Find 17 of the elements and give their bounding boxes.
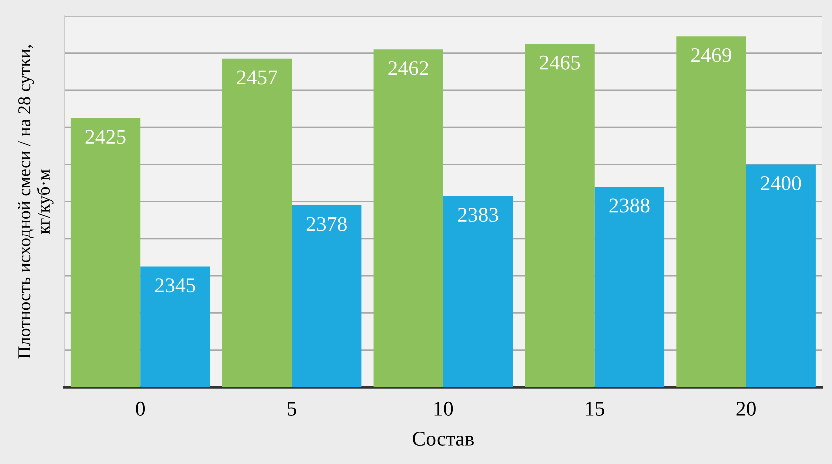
data-label: 2383 xyxy=(458,208,498,222)
x-tick-label: 20 xyxy=(736,402,756,416)
data-label: 2425 xyxy=(86,130,126,144)
x-tick-label: 10 xyxy=(434,402,454,416)
data-label: 2388 xyxy=(610,198,650,213)
x-axis-title: Состав xyxy=(413,432,474,446)
data-label: 2469 xyxy=(692,48,732,62)
data-label: 2457 xyxy=(237,70,278,85)
data-label: 2462 xyxy=(388,61,428,76)
x-tick-label: 0 xyxy=(136,402,146,416)
data-label: 2465 xyxy=(540,56,580,70)
x-tick-label: 5 xyxy=(288,402,296,416)
data-label: 2378 xyxy=(306,217,347,232)
y-axis-title: Плотность исходной смеси / на 28 сутки, кг/куб·м xyxy=(18,46,54,359)
data-label: 2400 xyxy=(761,176,802,191)
data-label: 2345 xyxy=(156,278,196,293)
x-tick-label: 15 xyxy=(586,402,604,416)
